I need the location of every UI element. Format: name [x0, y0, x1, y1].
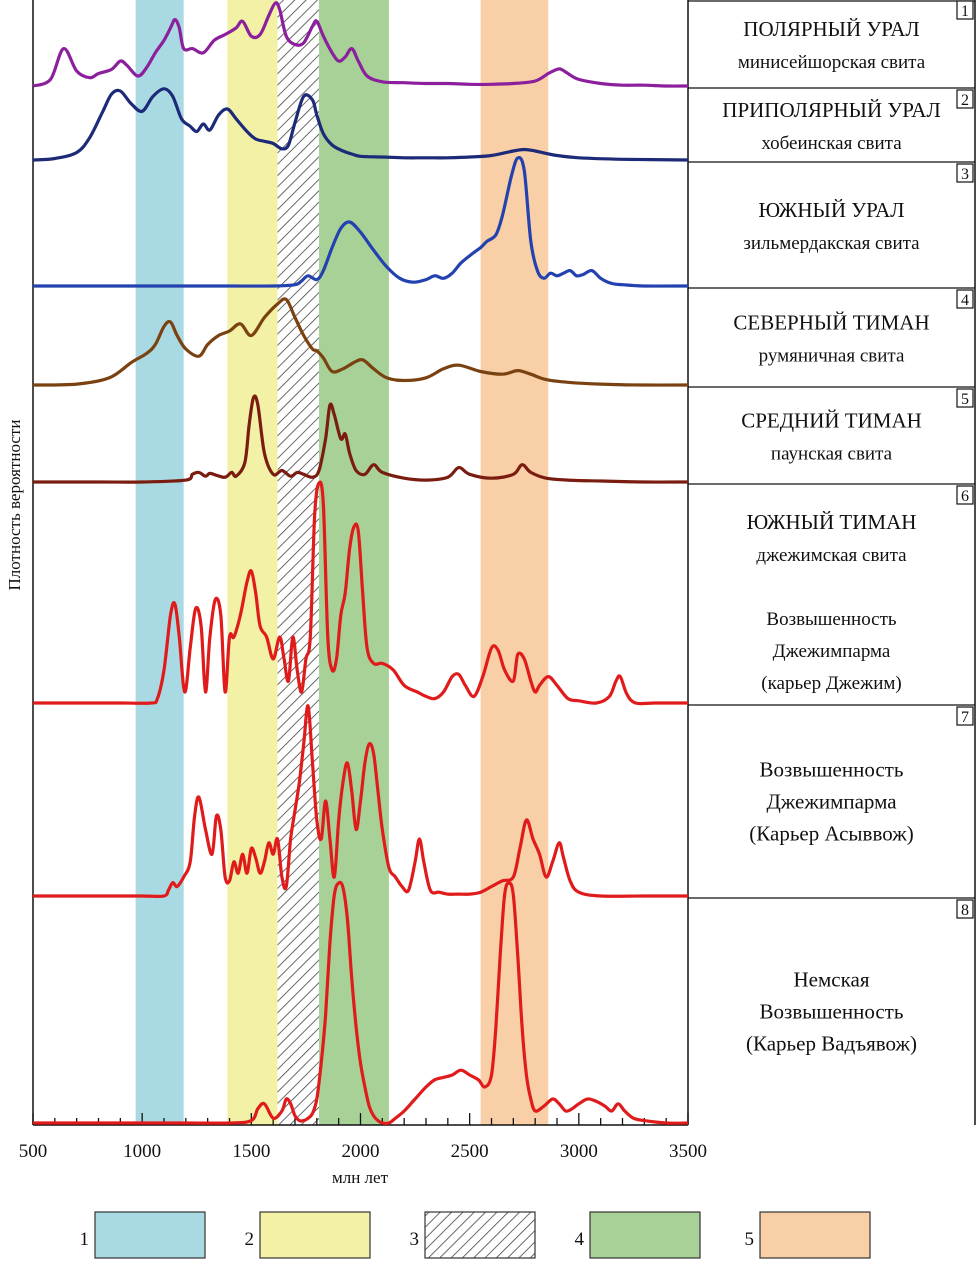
panel-subtitle: (Карьер Вадъявож) [746, 1032, 917, 1056]
series-line-2 [32, 87, 689, 162]
panel-subtitle: Джежимпарма [766, 790, 897, 814]
panel-subtitle: (карьер Джежим) [761, 673, 901, 694]
panel-subtitle: румяничная свита [759, 346, 905, 367]
x-tick-label: 3500 [669, 1141, 707, 1162]
x-axis: 500 1000 1500 2000 2500 3000 3500 [19, 0, 976, 1162]
series-line-5 [33, 394, 689, 484]
panel-subtitle: джежимская свита [756, 545, 907, 566]
panel-number-box [956, 289, 974, 309]
panel-title: ЮЖНЫЙ ТИМАН [747, 510, 917, 534]
panel-number-box [956, 89, 974, 109]
panel-subtitle: минисейшорская свита [738, 52, 926, 73]
panel-subtitle: Возвышенность [766, 609, 897, 630]
x-tick-label: 3000 [560, 1141, 598, 1162]
panel-number-box [956, 0, 974, 20]
legend-label: 1 [80, 1229, 90, 1250]
x-tick-label: 2000 [342, 1141, 380, 1162]
legend-swatch-2 [259, 1211, 371, 1259]
panel-number-box [956, 899, 974, 919]
legend-label: 2 [245, 1229, 255, 1250]
panel-title: ПРИПОЛЯРНЫЙ УРАЛ [722, 98, 940, 122]
panel-number: 6 [961, 488, 969, 505]
x-tick-label: 500 [19, 1141, 48, 1162]
panel-subtitle: Немская [794, 968, 870, 992]
probability-curves [32, 1, 689, 1126]
panel-number: 2 [961, 92, 969, 109]
x-tick-label: 1000 [123, 1141, 161, 1162]
panel-subtitle: паунская свита [771, 444, 893, 465]
series-line-3 [32, 155, 689, 288]
panel-subtitle: (Карьер Асыввож) [749, 822, 913, 846]
panel-number: 4 [961, 292, 969, 309]
age-band-1 [135, 0, 184, 1125]
panel-number-box [956, 388, 974, 408]
panel-subtitle: Возвышенность [760, 758, 904, 782]
x-tick-label: 1500 [232, 1141, 270, 1162]
age-band-2 [227, 0, 278, 1125]
panel-title: СЕВЕРНЫЙ ТИМАН [733, 311, 929, 335]
age-bands [135, 0, 549, 1125]
series-line-1 [32, 1, 689, 88]
legend: 1 2 3 4 5 [80, 1211, 871, 1259]
x-tick-label: 2500 [451, 1141, 489, 1162]
panel-labels: 1 ПОЛЯРНЫЙ УРАЛ минисейшорская свита 2 ПРИПО… [722, 0, 974, 1056]
panel-title: ПОЛЯРНЫЙ УРАЛ [743, 17, 919, 41]
legend-swatch-4 [589, 1211, 701, 1259]
panel-title: ЮЖНЫЙ УРАЛ [758, 198, 904, 222]
age-band-5 [480, 0, 549, 1125]
series-line-8 [32, 880, 689, 1126]
series-line-4 [32, 297, 689, 387]
panel-title: СРЕДНИЙ ТИМАН [741, 409, 922, 433]
panel-number: 7 [961, 709, 969, 726]
panel-subtitle: хобеинская свита [761, 133, 902, 154]
panel-number: 5 [961, 391, 969, 408]
panel-subtitle: Джежимпарма [773, 641, 891, 662]
panel-number: 1 [961, 3, 969, 20]
y-axis-title: Плотность вероятности [5, 420, 24, 591]
panel-subtitle: Возвышенность [760, 1000, 904, 1024]
panel-number: 8 [961, 902, 969, 919]
series-line-7 [33, 704, 688, 899]
legend-label: 5 [745, 1229, 755, 1250]
panel-number: 3 [961, 166, 969, 183]
legend-swatch-1 [94, 1211, 206, 1259]
x-axis-title: млн лет [332, 1168, 389, 1187]
panel-number-box [956, 706, 974, 726]
legend-swatch-5 [759, 1211, 871, 1259]
legend-label: 4 [575, 1229, 585, 1250]
panel-number-box [956, 163, 974, 183]
panel-number-box [956, 485, 974, 505]
panel-separators [687, 0, 975, 1125]
series-line-6 [33, 480, 688, 706]
panel-subtitle: зильмердакская свита [743, 233, 920, 254]
legend-swatch-3 [424, 1211, 536, 1259]
legend-label: 3 [410, 1229, 420, 1250]
